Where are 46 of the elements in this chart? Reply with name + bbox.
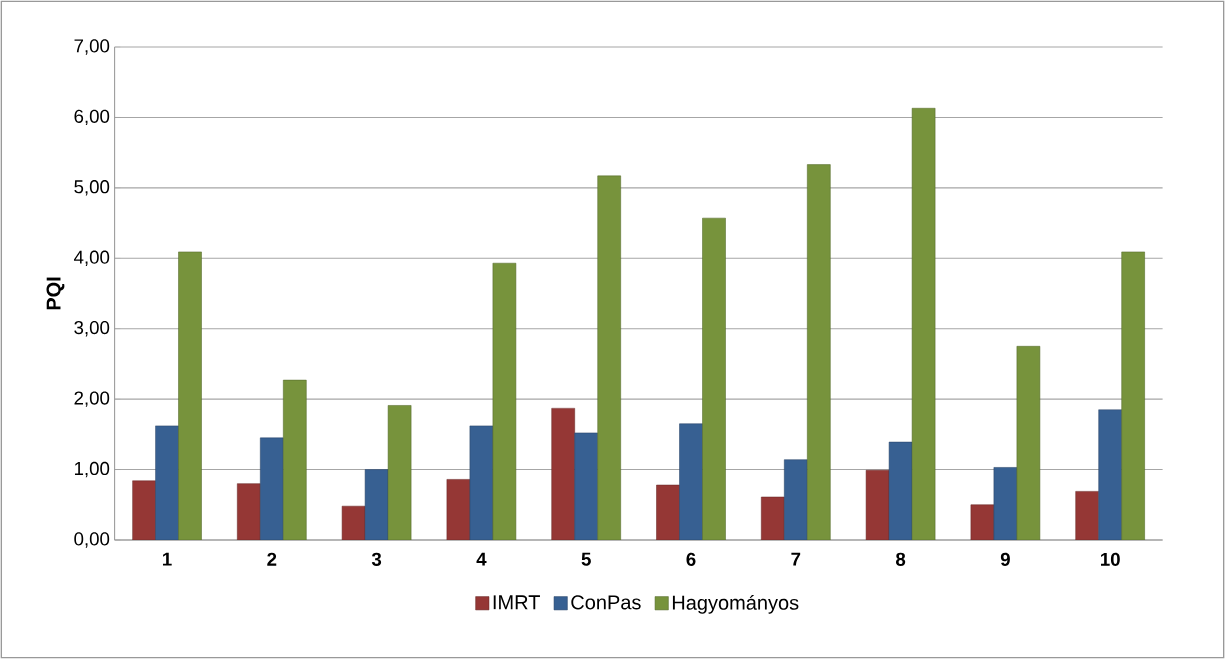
bar (911, 107, 936, 540)
bar (260, 437, 284, 540)
y-tick-label: 7,00 (74, 39, 110, 55)
bar (283, 379, 307, 540)
x-tick-label: 1 (162, 552, 172, 566)
bar (237, 483, 261, 540)
bar (679, 423, 703, 540)
bar (807, 164, 831, 540)
y-tick-label: 2,00 (74, 391, 110, 407)
bar (656, 484, 680, 540)
bar (1121, 251, 1145, 540)
y-tick-label: 6,00 (74, 109, 110, 126)
legend-label: IMRT (493, 595, 540, 610)
bar (1016, 346, 1041, 540)
y-tick-label: 1,00 (74, 461, 110, 478)
legend-label: Hagyományos (672, 594, 799, 614)
y-axis-title: PQI (46, 277, 65, 310)
x-tick-label: 3 (371, 552, 382, 566)
y-tick-label: 3,00 (74, 320, 110, 337)
x-tick-label: 5 (581, 552, 591, 566)
bar (888, 441, 913, 540)
x-tick-label: 2 (267, 552, 277, 566)
y-tick-label: 5,00 (74, 180, 110, 196)
bar (551, 408, 575, 540)
bar (597, 175, 621, 540)
bar (469, 425, 494, 540)
bar (492, 262, 517, 540)
bar (761, 496, 785, 540)
bar (178, 251, 202, 540)
x-tick-label: 6 (686, 552, 696, 566)
x-tick-label: 7 (791, 552, 801, 566)
bar (155, 425, 179, 540)
x-tick-label: 8 (896, 552, 906, 566)
bar (574, 432, 598, 540)
bar (1098, 409, 1122, 540)
bar (132, 480, 156, 540)
x-tick-label: 10 (1100, 552, 1120, 566)
x-tick-label: 9 (1000, 552, 1010, 566)
bar (784, 459, 808, 540)
x-tick-label: 4 (476, 552, 487, 566)
bar (1075, 491, 1099, 540)
bar (702, 217, 726, 540)
bar (387, 405, 412, 540)
y-tick-label: 4,00 (73, 250, 110, 266)
legend-label: ConPas (571, 595, 641, 610)
y-tick-label: 0,00 (74, 532, 110, 548)
